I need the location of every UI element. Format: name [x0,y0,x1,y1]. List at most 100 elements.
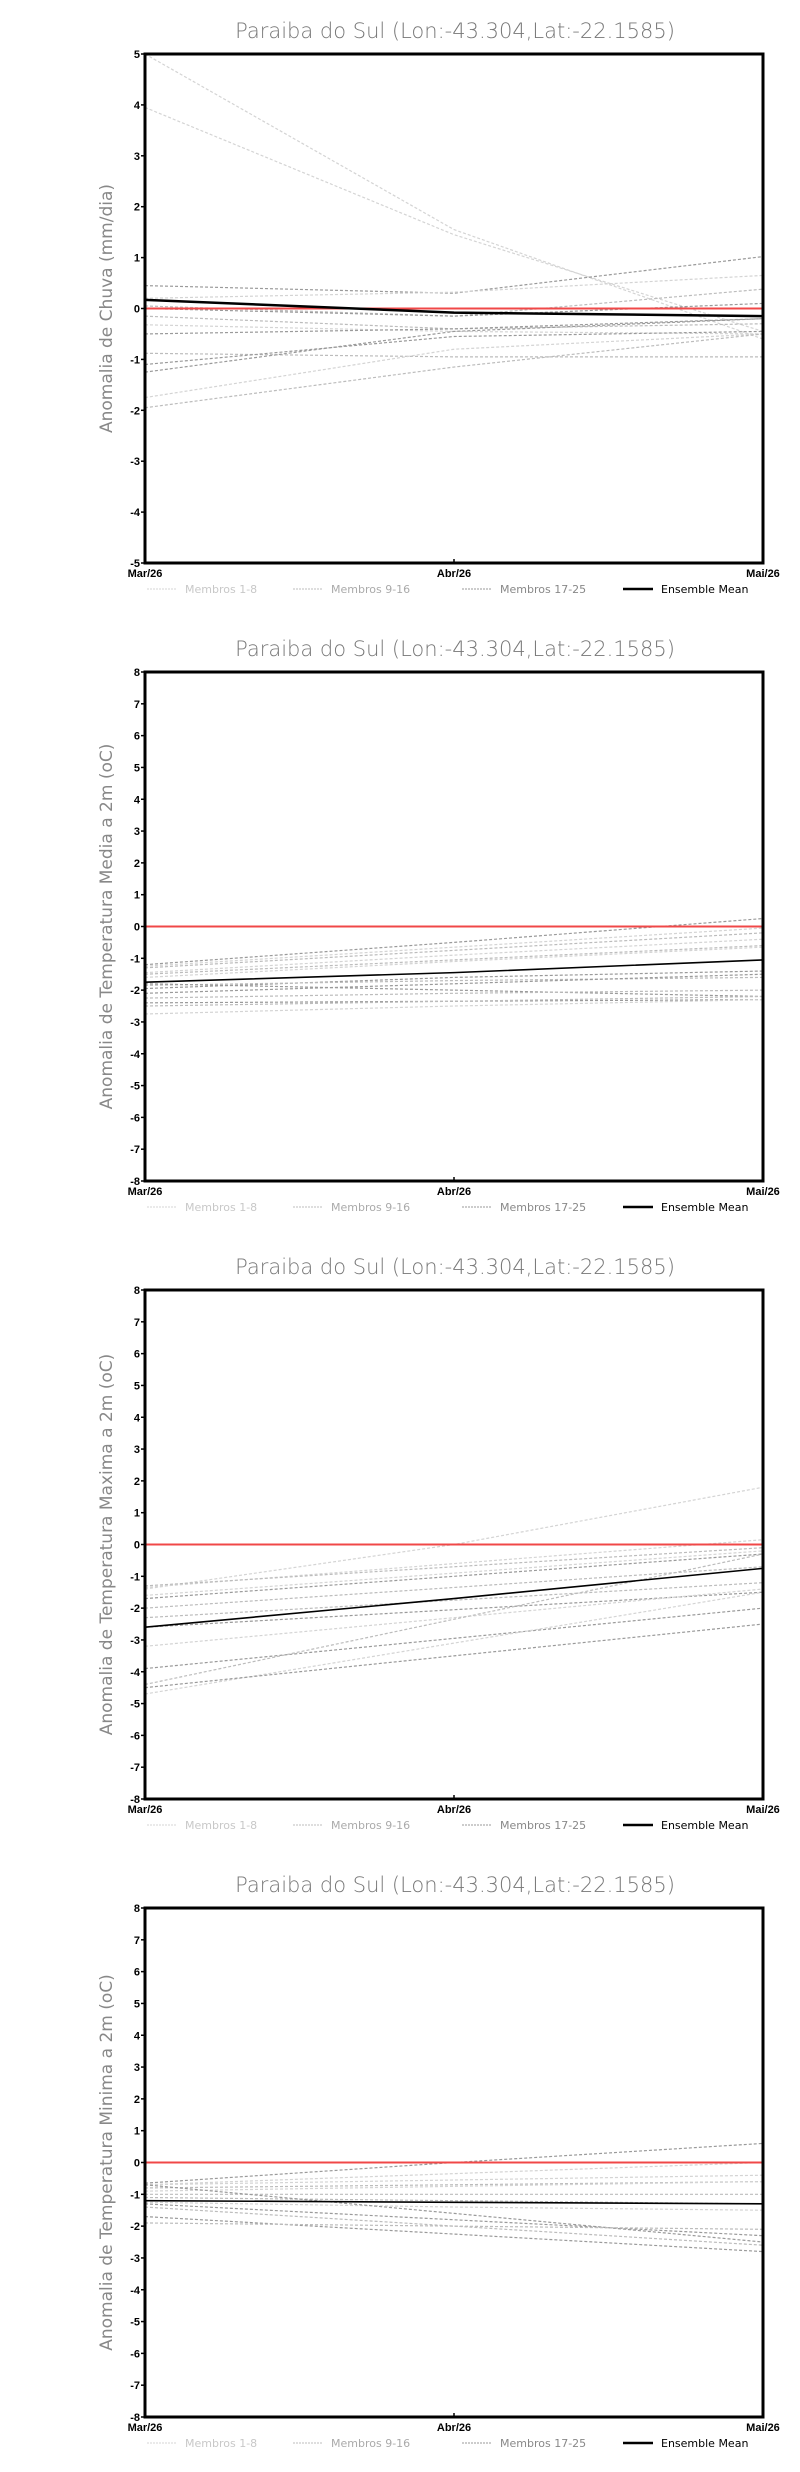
legend-label-1: Membros 1-8 [185,1819,257,1832]
member-line-6 [144,1566,764,1609]
plot-frame [143,1288,765,1801]
ensemble-mean-line [144,298,764,318]
member-line-2 [144,1539,764,1589]
y-tick-label: 1 [134,890,140,902]
legend: Membros 1-8 Membros 9-16 Membros 17-25 Ense… [147,2437,748,2450]
member-line-11 [144,989,764,999]
y-tick-label: 7 [134,1317,140,1329]
y-tick-label: 5 [134,762,140,774]
member-line-13 [144,1623,764,1689]
legend-label-2: Membros 9-16 [331,1201,410,1214]
x-tick-label: Abr/26 [437,568,471,580]
chart-title: Paraiba do Sul (Lon:-43.304,Lat:-22.1585… [235,19,675,43]
member-line-1 [144,917,764,966]
y-tick-label: -5 [130,2317,140,2329]
member-line-10 [144,983,764,998]
member-line-9 [144,1588,764,1647]
y-tick-label: 1 [134,1508,140,1520]
plot-frame [143,670,765,1183]
plot-frame [143,52,765,565]
y-tick-label: 4 [134,794,141,806]
y-tick-label: -7 [130,2380,140,2392]
legend: Membros 1-8 Membros 9-16 Membros 17-25 Ense… [147,1201,748,1214]
y-tick-label: 4 [134,100,141,112]
y-tick-label: 3 [134,151,140,163]
member-line-10 [144,2184,764,2243]
member-line-12 [144,1591,764,1695]
legend-label-2: Membros 9-16 [331,2437,410,2450]
y-tick-label: -6 [130,1112,140,1124]
y-tick-label: 6 [134,1967,140,1979]
y-tick-label: -5 [130,1081,140,1093]
legend-label-3: Membros 17-25 [500,1819,586,1832]
legend-label-4: Ensemble Mean [661,1201,748,1214]
chart-panel-3: Paraiba do Sul (Lon:-43.304,Lat:-22.1585… [97,1255,780,1832]
chart-panel-4: Paraiba do Sul (Lon:-43.304,Lat:-22.1585… [97,1873,780,2450]
member-line-7 [144,315,764,330]
member-line-2 [144,106,764,332]
ensemble-mean-line [144,1567,764,1629]
legend: Membros 1-8 Membros 9-16 Membros 17-25 Ense… [147,1819,748,1832]
chart-title: Paraiba do Sul (Lon:-43.304,Lat:-22.1585… [235,1255,675,1279]
y-tick-label: -3 [130,456,140,468]
y-tick-label: 7 [134,1935,140,1947]
y-tick-label: -1 [130,953,140,965]
x-tick-label: Abr/26 [437,1804,471,1816]
y-tick-label: -2 [130,2221,140,2233]
y-tick-label: -7 [130,1762,140,1774]
y-tick-label: -2 [130,405,140,417]
member-line-14 [144,999,764,1015]
y-tick-label: 3 [134,826,140,838]
member-line-1 [144,53,764,340]
member-line-4 [144,274,764,299]
legend-label-2: Membros 9-16 [331,583,410,596]
x-tick-label: Mar/26 [128,2422,163,2434]
member-line-13 [144,333,764,399]
y-tick-label: -3 [130,1635,140,1647]
chart-title: Paraiba do Sul (Lon:-43.304,Lat:-22.1585… [235,637,675,661]
member-line-2 [144,927,764,967]
y-tick-label: -3 [130,2253,140,2265]
y-tick-label: -8 [130,1176,140,1188]
member-line-8 [144,976,764,986]
y-tick-label: -4 [130,1049,141,1061]
y-tick-label: 0 [134,304,140,316]
member-line-8 [144,2201,764,2211]
x-tick-label: Mai/26 [746,568,780,580]
y-tick-label: 8 [134,1285,140,1297]
x-tick-label: Mar/26 [128,1804,163,1816]
legend: Membros 1-8 Membros 9-16 Membros 17-25 Ense… [147,583,748,596]
member-line-3 [144,1547,764,1587]
y-axis-label: Anomalia de Temperatura Media a 2m (oC) [97,744,117,1110]
y-tick-label: 8 [134,667,140,679]
y-axis-label: Anomalia de Temperatura Maxima a 2m (oC) [97,1354,117,1736]
y-tick-label: 2 [134,2094,140,2106]
ensemble-mean-line [144,2199,764,2205]
y-tick-label: -8 [130,2412,140,2424]
member-line-2 [144,2161,764,2186]
y-tick-label: 4 [134,2030,141,2042]
ensemble-mean-line [144,959,764,983]
y-tick-label: -5 [130,1699,140,1711]
member-line-10 [144,352,763,358]
member-line-3 [144,2174,764,2186]
member-line-10 [144,1607,764,1670]
y-tick-label: 1 [134,2126,140,2138]
y-tick-label: -5 [130,558,140,570]
x-tick-label: Mai/26 [746,2422,780,2434]
member-line-11 [144,1553,764,1686]
legend-label-3: Membros 17-25 [500,583,586,596]
chart-panel-2: Paraiba do Sul (Lon:-43.304,Lat:-22.1585… [97,637,780,1214]
y-tick-label: -1 [130,2189,140,2201]
member-line-12 [144,999,764,1004]
legend-label-1: Membros 1-8 [185,583,257,596]
legend-label-1: Membros 1-8 [185,2437,257,2450]
chart-title: Paraiba do Sul (Lon:-43.304,Lat:-22.1585… [235,1873,675,1897]
y-tick-label: 4 [134,1412,141,1424]
y-tick-label: 2 [134,858,140,870]
y-tick-label: 3 [134,1444,140,1456]
member-line-13 [144,995,764,1007]
member-line-5 [144,2180,764,2192]
y-tick-label: 6 [134,731,140,743]
